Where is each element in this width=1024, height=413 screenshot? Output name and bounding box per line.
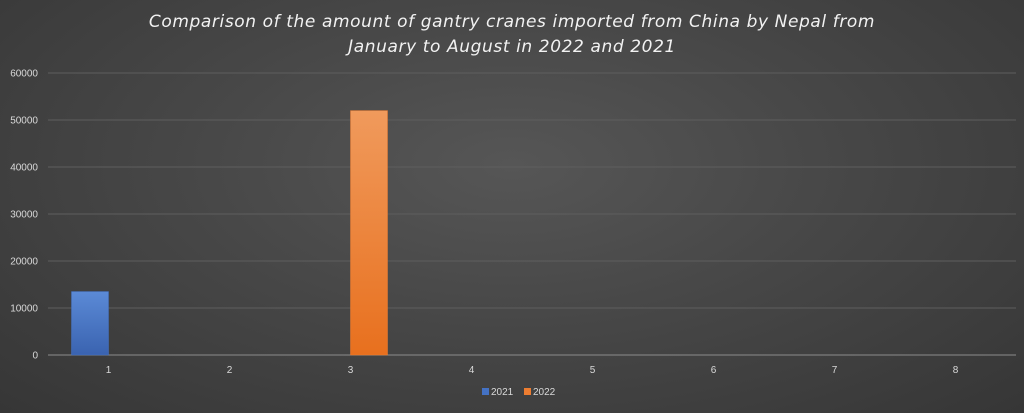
y-tick-label: 0 bbox=[32, 351, 38, 362]
y-tick-label: 10000 bbox=[10, 304, 38, 315]
y-tick-label: 60000 bbox=[10, 69, 38, 80]
x-tick-label: 1 bbox=[106, 365, 112, 376]
x-tick-label: 3 bbox=[348, 365, 354, 376]
y-tick-label: 40000 bbox=[10, 163, 38, 174]
x-tick-label: 2 bbox=[227, 365, 233, 376]
y-tick-label: 30000 bbox=[10, 210, 38, 221]
x-tick-label: 4 bbox=[469, 365, 475, 376]
x-tick-label: 6 bbox=[711, 365, 717, 376]
legend-label-2022: 2022 bbox=[533, 387, 556, 398]
chart-title: Comparison of the amount of gantry crane… bbox=[0, 10, 1024, 60]
x-tick-label: 8 bbox=[953, 365, 959, 376]
chart-title-line-2: January to August in 2022 and 2021 bbox=[348, 37, 676, 57]
legend-label-2021: 2021 bbox=[491, 387, 514, 398]
legend-swatch-2021 bbox=[482, 388, 489, 395]
y-tick-label: 20000 bbox=[10, 257, 38, 268]
bar-2021-1 bbox=[71, 291, 109, 356]
bar-2022-3 bbox=[350, 110, 388, 356]
y-tick-label: 50000 bbox=[10, 116, 38, 127]
legend-swatch-2022 bbox=[524, 388, 531, 395]
chart-title-line-1: Comparison of the amount of gantry crane… bbox=[148, 12, 876, 32]
x-tick-label: 7 bbox=[832, 365, 838, 376]
x-tick-label: 5 bbox=[590, 365, 596, 376]
